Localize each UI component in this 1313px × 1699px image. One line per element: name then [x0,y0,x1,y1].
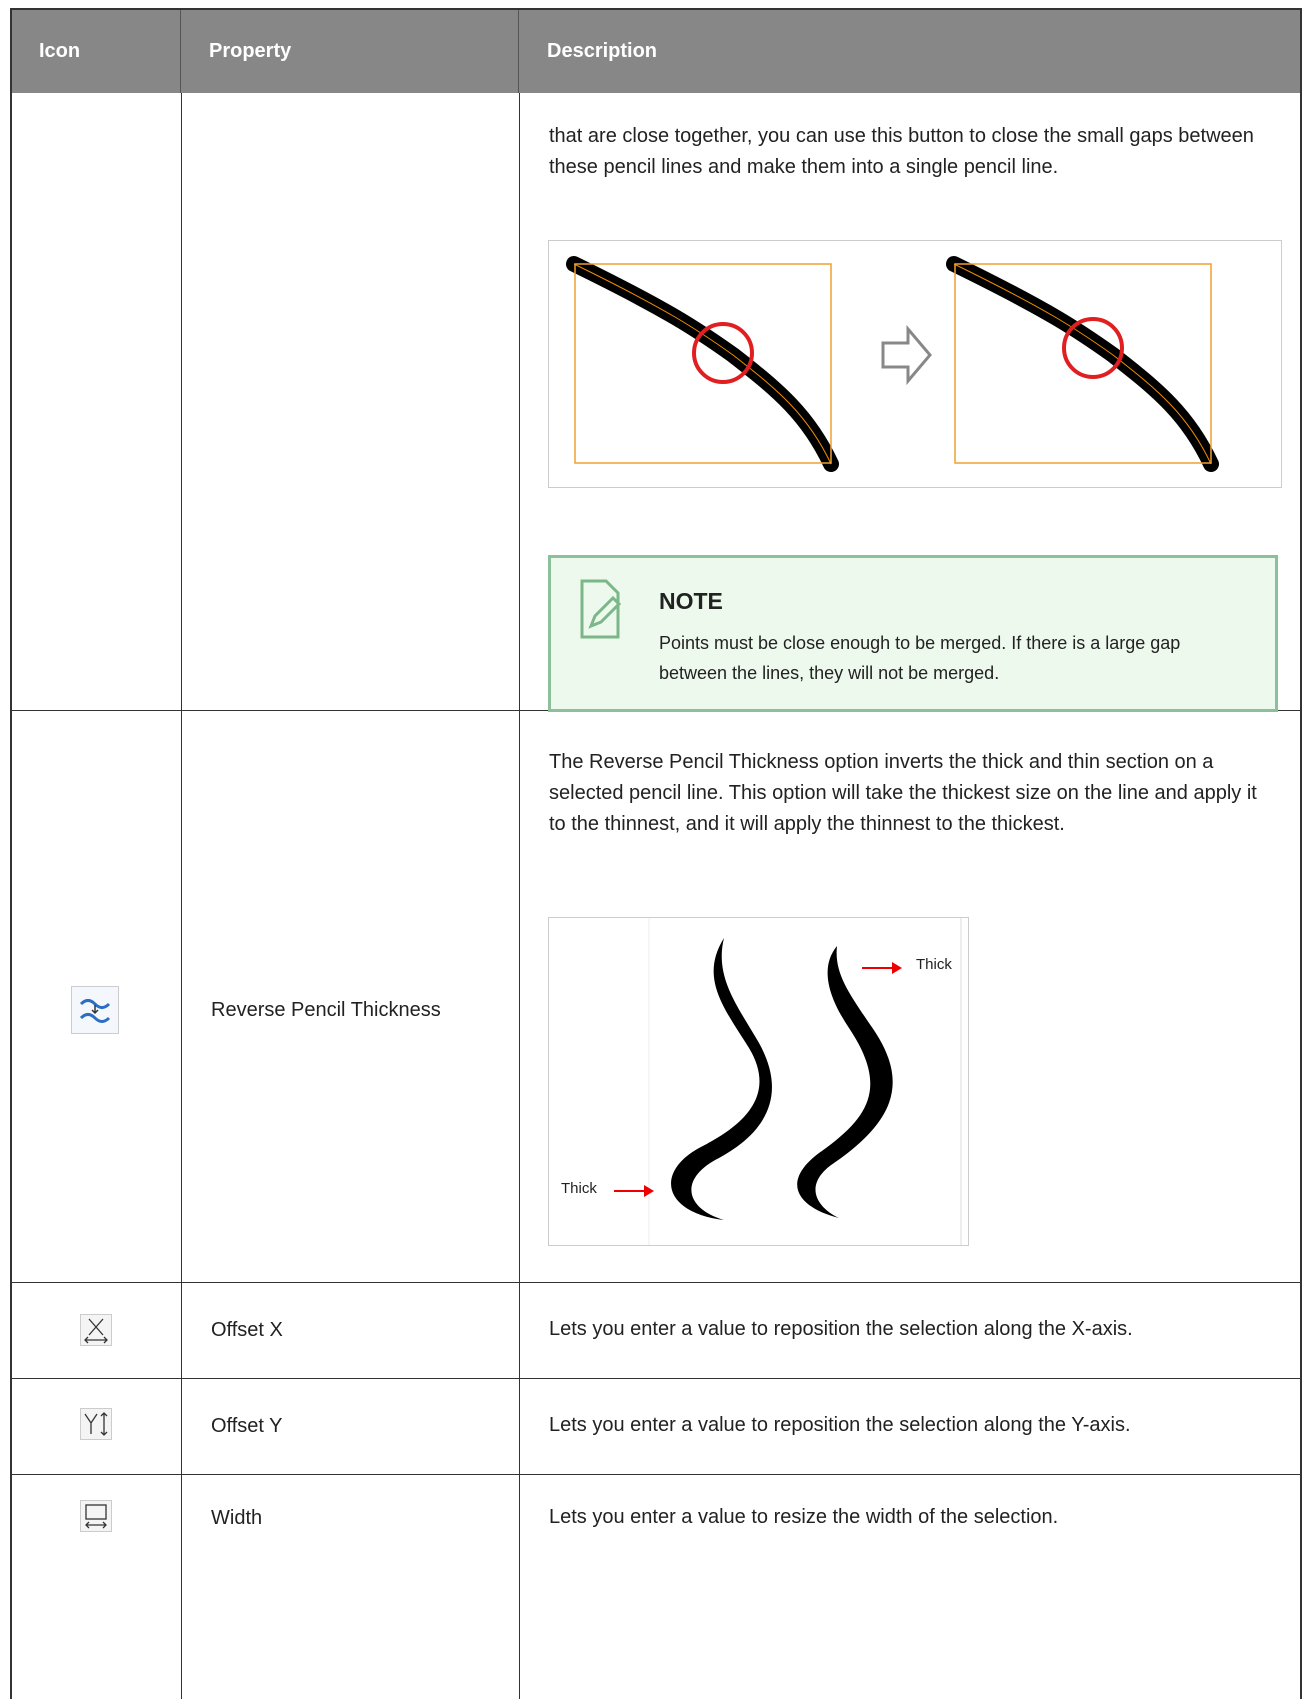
note-box: NOTE Points must be close enough to be m… [548,555,1278,712]
border [10,1474,1302,1475]
icon [80,1408,112,1440]
property: Width [211,1506,263,1529]
header-text: Property [209,40,292,62]
note-text: Points must be close enough to be merged… [659,633,1181,683]
header-text: Icon [39,40,81,62]
border [10,10,12,1699]
panel [566,256,839,472]
border [10,1378,1302,1379]
note-title: NOTE [659,588,723,614]
figure-label: Thick [916,956,952,973]
border [10,1282,1302,1283]
description: The Reverse Pencil Thickness option inve… [549,751,1257,835]
border [519,93,520,1699]
border [181,93,182,1699]
description: that are close together, you can use thi… [549,125,1254,178]
header-cell: Description [519,10,1301,93]
property: Reverse Pencil Thickness [211,998,441,1021]
figure-label: Thick [561,1180,597,1197]
thickness-drawing [614,918,962,1245]
border [10,8,1302,10]
note-icon [580,579,621,639]
description: Lets you enter a value to resize the wid… [549,1506,1059,1528]
border [1300,10,1302,1699]
description: Lets you enter a value to reposition the… [549,1414,1131,1436]
header-cell: Property [181,10,519,93]
header-text: Description [547,40,658,62]
description: Lets you enter a value to reposition the… [549,1318,1133,1340]
property: Offset X [211,1318,283,1341]
thickness-figure: Thick Thick [548,917,969,1246]
icon [80,1314,112,1346]
icon [71,986,119,1034]
icon [80,1500,112,1532]
merge-figure [548,240,1282,488]
header-cell: Icon [11,10,181,93]
property: Offset Y [211,1414,283,1437]
